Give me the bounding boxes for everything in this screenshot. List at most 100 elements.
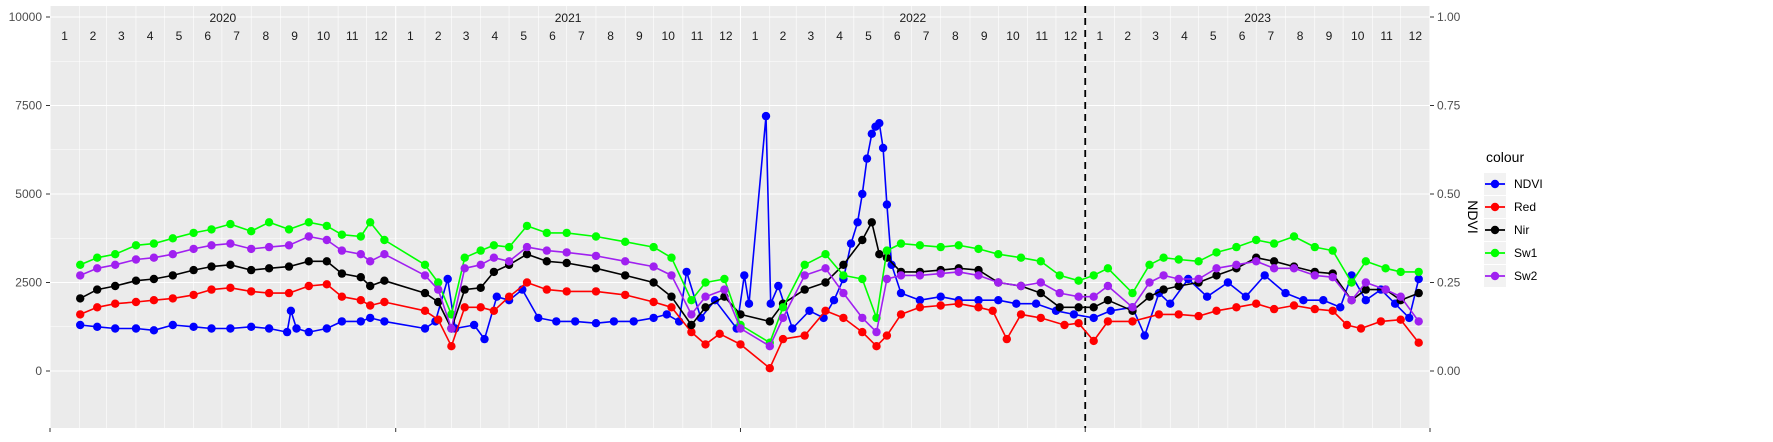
data-point-sw2 bbox=[720, 285, 729, 294]
data-point-ndvi bbox=[282, 327, 292, 337]
data-point-red bbox=[1060, 320, 1069, 330]
data-point-nir bbox=[149, 274, 159, 284]
data-point-ndvi bbox=[682, 267, 691, 277]
data-point-sw1 bbox=[720, 274, 729, 284]
data-point-red bbox=[476, 303, 485, 312]
data-point-red bbox=[304, 281, 313, 291]
data-point-ndvi bbox=[766, 299, 775, 308]
data-point-sw2 bbox=[264, 242, 274, 252]
month-label: 5 bbox=[865, 29, 872, 43]
data-point-ndvi bbox=[1012, 299, 1021, 308]
data-point-sw1 bbox=[1174, 255, 1183, 264]
legend-title: colour bbox=[1486, 149, 1524, 165]
data-point-nir bbox=[189, 265, 198, 275]
data-point-ndvi bbox=[356, 317, 365, 326]
data-point-ndvi bbox=[936, 292, 945, 301]
month-label: 10 bbox=[662, 29, 676, 43]
data-point-red bbox=[111, 299, 120, 308]
data-point-red bbox=[1103, 317, 1113, 326]
data-point-sw2 bbox=[1289, 264, 1299, 273]
month-label: 4 bbox=[1181, 29, 1188, 43]
data-point-nir bbox=[1089, 303, 1098, 312]
data-point-nir bbox=[460, 285, 469, 294]
data-point-sw2 bbox=[131, 255, 141, 264]
data-point-red bbox=[76, 310, 85, 319]
data-point-ndvi bbox=[609, 317, 619, 326]
data-point-sw1 bbox=[1381, 264, 1390, 273]
month-label: 8 bbox=[607, 29, 614, 43]
data-point-sw1 bbox=[1347, 278, 1356, 287]
month-label: 1 bbox=[407, 29, 414, 43]
data-point-nir bbox=[800, 285, 809, 294]
data-point-nir bbox=[489, 267, 499, 277]
data-point-sw2 bbox=[489, 253, 499, 262]
data-point-ndvi bbox=[1260, 271, 1269, 280]
data-point-ndvi bbox=[629, 317, 638, 326]
data-point-sw1 bbox=[974, 244, 983, 254]
series-sw2 bbox=[76, 232, 1423, 351]
month-label: 3 bbox=[463, 29, 470, 43]
data-point-red bbox=[872, 342, 881, 351]
data-point-ndvi bbox=[93, 322, 102, 331]
data-point-sw2 bbox=[1328, 273, 1337, 282]
data-point-sw2 bbox=[1103, 281, 1113, 291]
data-point-sw1 bbox=[1289, 232, 1299, 241]
data-point-sw2 bbox=[76, 271, 85, 280]
data-point-sw1 bbox=[460, 253, 469, 262]
data-point-sw1 bbox=[284, 225, 294, 234]
month-label: 7 bbox=[923, 29, 930, 43]
data-point-red bbox=[736, 340, 745, 349]
data-point-ndvi bbox=[571, 317, 580, 326]
data-point-nir bbox=[649, 278, 658, 287]
data-point-ndvi bbox=[492, 292, 501, 301]
data-point-sw1 bbox=[994, 250, 1003, 259]
data-point-sw2 bbox=[896, 271, 906, 280]
left-tick-label: 2500 bbox=[15, 276, 42, 290]
right-tick-label: 0.75 bbox=[1437, 99, 1461, 113]
data-point-ndvi bbox=[867, 129, 876, 138]
data-point-nir bbox=[1361, 285, 1371, 294]
data-point-sw2 bbox=[882, 274, 892, 284]
legend-label: Sw2 bbox=[1514, 269, 1538, 283]
data-point-ndvi bbox=[994, 296, 1003, 305]
data-point-sw1 bbox=[1194, 257, 1203, 266]
data-point-ndvi bbox=[805, 306, 814, 315]
data-point-sw2 bbox=[111, 260, 120, 269]
data-point-ndvi bbox=[1405, 313, 1414, 323]
data-point-sw1 bbox=[226, 219, 235, 229]
data-point-sw1 bbox=[667, 253, 676, 262]
series-red bbox=[76, 278, 1423, 373]
data-point-red bbox=[380, 297, 389, 307]
year-label: 2022 bbox=[900, 11, 927, 25]
data-point-nir bbox=[1159, 285, 1168, 294]
data-point-sw1 bbox=[896, 239, 906, 248]
data-point-nir bbox=[765, 317, 774, 326]
data-point-ndvi bbox=[649, 313, 658, 323]
data-point-red bbox=[337, 292, 347, 301]
data-point-sw1 bbox=[954, 241, 963, 250]
data-point-red bbox=[149, 296, 159, 305]
data-point-sw2 bbox=[460, 264, 469, 273]
month-label: 3 bbox=[807, 29, 814, 43]
data-point-red bbox=[800, 331, 809, 340]
data-point-ndvi bbox=[853, 218, 862, 227]
data-point-sw2 bbox=[994, 278, 1003, 287]
data-point-sw1 bbox=[504, 242, 514, 252]
data-point-red bbox=[1002, 334, 1011, 344]
month-label: 3 bbox=[1152, 29, 1159, 43]
data-point-sw2 bbox=[1128, 303, 1137, 312]
data-point-red bbox=[1036, 313, 1046, 323]
data-point-red bbox=[1310, 304, 1320, 314]
left-tick-label: 7500 bbox=[15, 99, 42, 113]
data-point-sw2 bbox=[649, 262, 658, 271]
data-point-sw1 bbox=[1396, 267, 1405, 277]
month-label: 4 bbox=[492, 29, 499, 43]
data-point-sw2 bbox=[839, 288, 848, 298]
data-point-nir bbox=[226, 260, 235, 269]
legend: colour NDVI Red Nir Sw1 Sw2 bbox=[1484, 149, 1543, 287]
data-point-sw2 bbox=[800, 271, 809, 280]
data-point-sw1 bbox=[1103, 264, 1113, 273]
data-point-red bbox=[1154, 310, 1164, 319]
data-point-sw1 bbox=[1055, 271, 1064, 280]
month-label: 4 bbox=[147, 29, 154, 43]
